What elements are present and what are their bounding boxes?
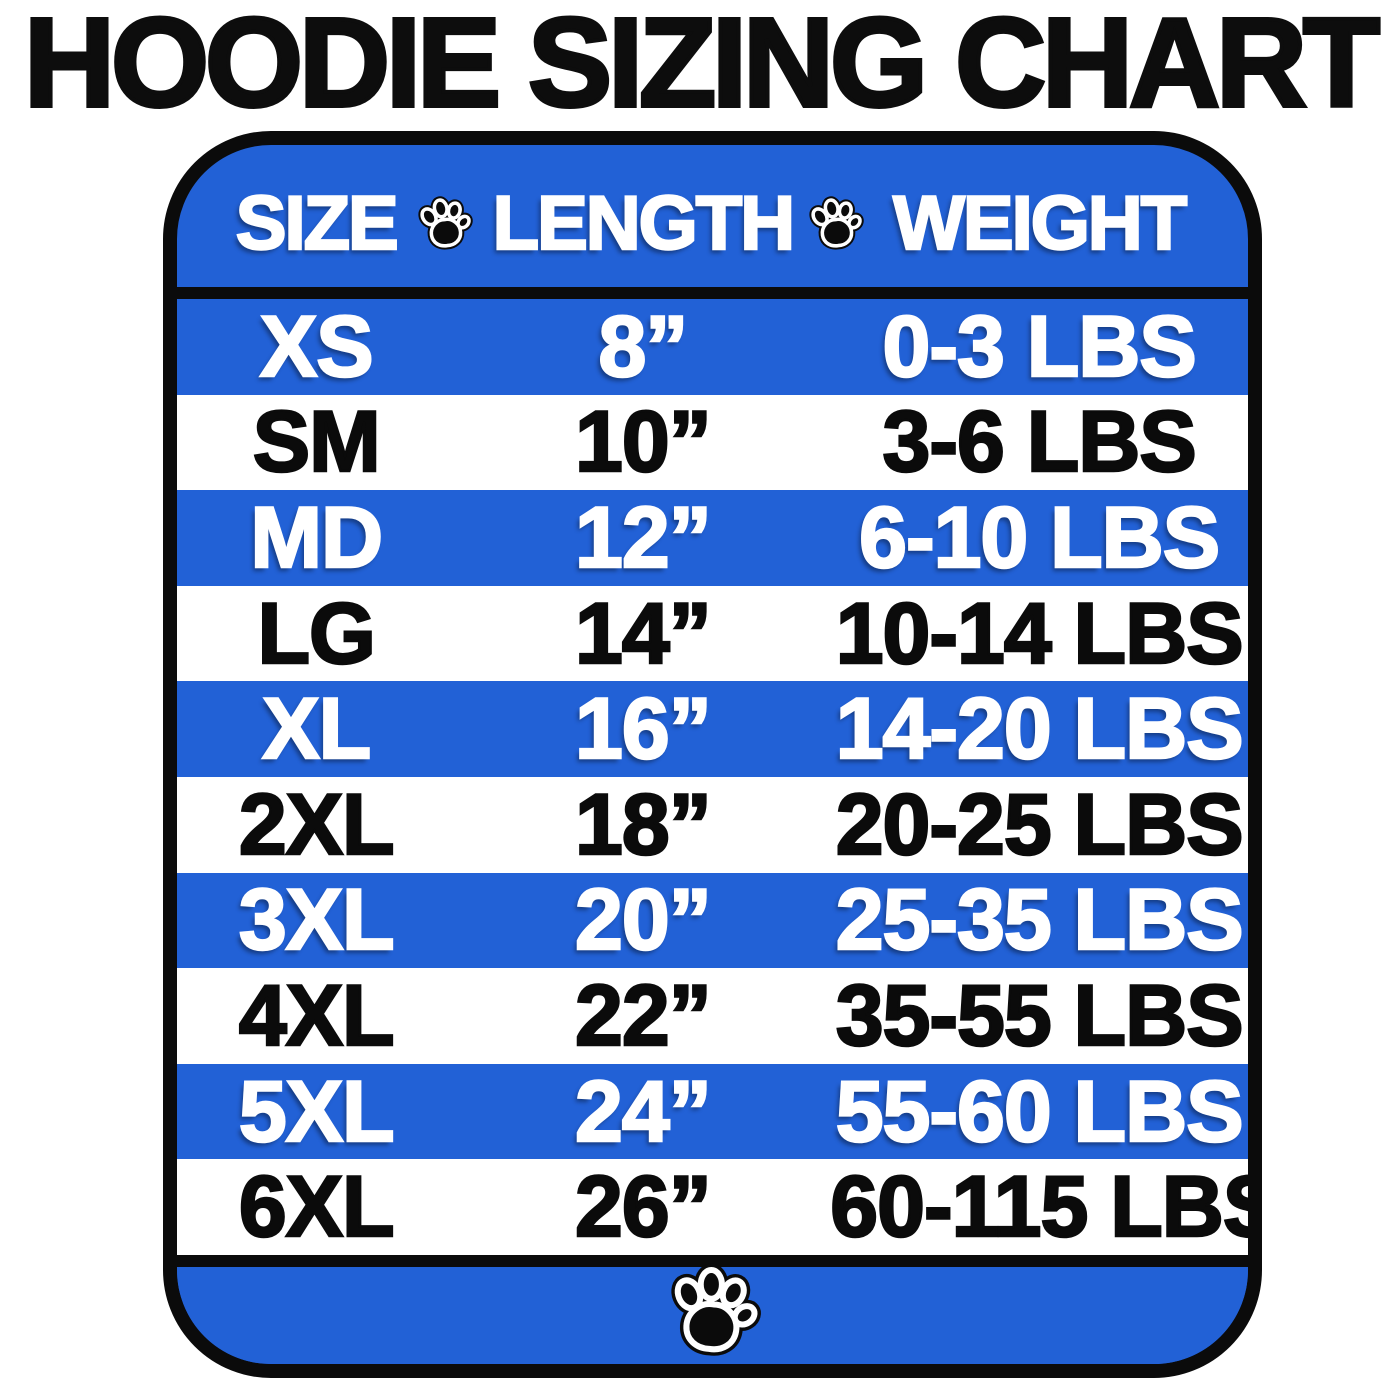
paw-print-icon <box>654 1253 770 1369</box>
page-title: HOODIE SIZING CHART <box>22 0 1382 134</box>
length-cell: 22” <box>574 967 713 1064</box>
weight-cell: 6-10 LBS <box>858 489 1222 586</box>
size-cell: XS <box>259 298 375 395</box>
table-row: 5XL 24” 55-60 LBS <box>177 1063 1248 1160</box>
size-cell: 2XL <box>238 776 396 873</box>
weight-cell: 35-55 LBS <box>834 967 1244 1064</box>
column-header-size: SIZE <box>235 181 400 266</box>
size-cell: 4XL <box>238 967 396 1064</box>
column-header-weight: WEIGHT <box>892 181 1188 266</box>
weight-cell: 20-25 LBS <box>834 776 1244 873</box>
weight-cell: 14-20 LBS <box>834 681 1244 778</box>
table-row: 2XL 18” 20-25 LBS <box>177 776 1248 873</box>
footer-divider <box>177 1255 1248 1267</box>
table-row: XS 8” 0-3 LBS <box>177 299 1248 395</box>
length-cell: 16” <box>574 681 713 778</box>
table-header: SIZE LENGTH WEIGHT <box>177 145 1248 287</box>
table-row: 6XL 26” 60-115 LBS <box>177 1159 1248 1255</box>
table-row: 4XL 22” 35-55 LBS <box>177 968 1248 1064</box>
paw-print-icon <box>802 190 870 258</box>
table-row: LG 14” 10-14 LBS <box>177 585 1248 682</box>
size-cell: 5XL <box>238 1063 396 1160</box>
length-cell: 26” <box>574 1159 713 1256</box>
column-header-length: LENGTH <box>491 181 796 266</box>
paw-print-icon <box>411 190 479 258</box>
table-row: XL 16” 14-20 LBS <box>177 681 1248 777</box>
weight-cell: 60-115 LBS <box>829 1159 1262 1256</box>
length-cell: 8” <box>597 298 689 395</box>
length-cell: 20” <box>574 872 713 969</box>
table-body: XS 8” 0-3 LBS SM 10” 3-6 LBS MD 12” 6-10… <box>177 299 1248 1255</box>
length-cell: 14” <box>574 585 713 682</box>
table-row: 3XL 20” 25-35 LBS <box>177 872 1248 969</box>
table-row: SM 10” 3-6 LBS <box>177 394 1248 491</box>
length-cell: 24” <box>574 1063 713 1160</box>
length-cell: 18” <box>574 776 713 873</box>
weight-cell: 55-60 LBS <box>834 1063 1244 1160</box>
size-cell: XL <box>261 681 372 778</box>
table-row: MD 12” 6-10 LBS <box>177 490 1248 586</box>
size-cell: 6XL <box>238 1159 396 1256</box>
size-cell: SM <box>251 394 382 491</box>
length-cell: 10” <box>574 394 713 491</box>
weight-cell: 25-35 LBS <box>834 872 1244 969</box>
size-cell: 3XL <box>238 872 396 969</box>
size-cell: MD <box>249 489 384 586</box>
sizing-chart-card: SIZE LENGTH WEIGHT XS 8” 0-3 LBS SM 10” … <box>163 131 1262 1378</box>
card-footer <box>177 1267 1248 1364</box>
weight-cell: 10-14 LBS <box>834 585 1244 682</box>
header-divider <box>177 287 1248 299</box>
size-cell: LG <box>256 585 377 682</box>
weight-cell: 0-3 LBS <box>881 298 1198 395</box>
length-cell: 12” <box>574 489 713 586</box>
weight-cell: 3-6 LBS <box>881 394 1198 491</box>
